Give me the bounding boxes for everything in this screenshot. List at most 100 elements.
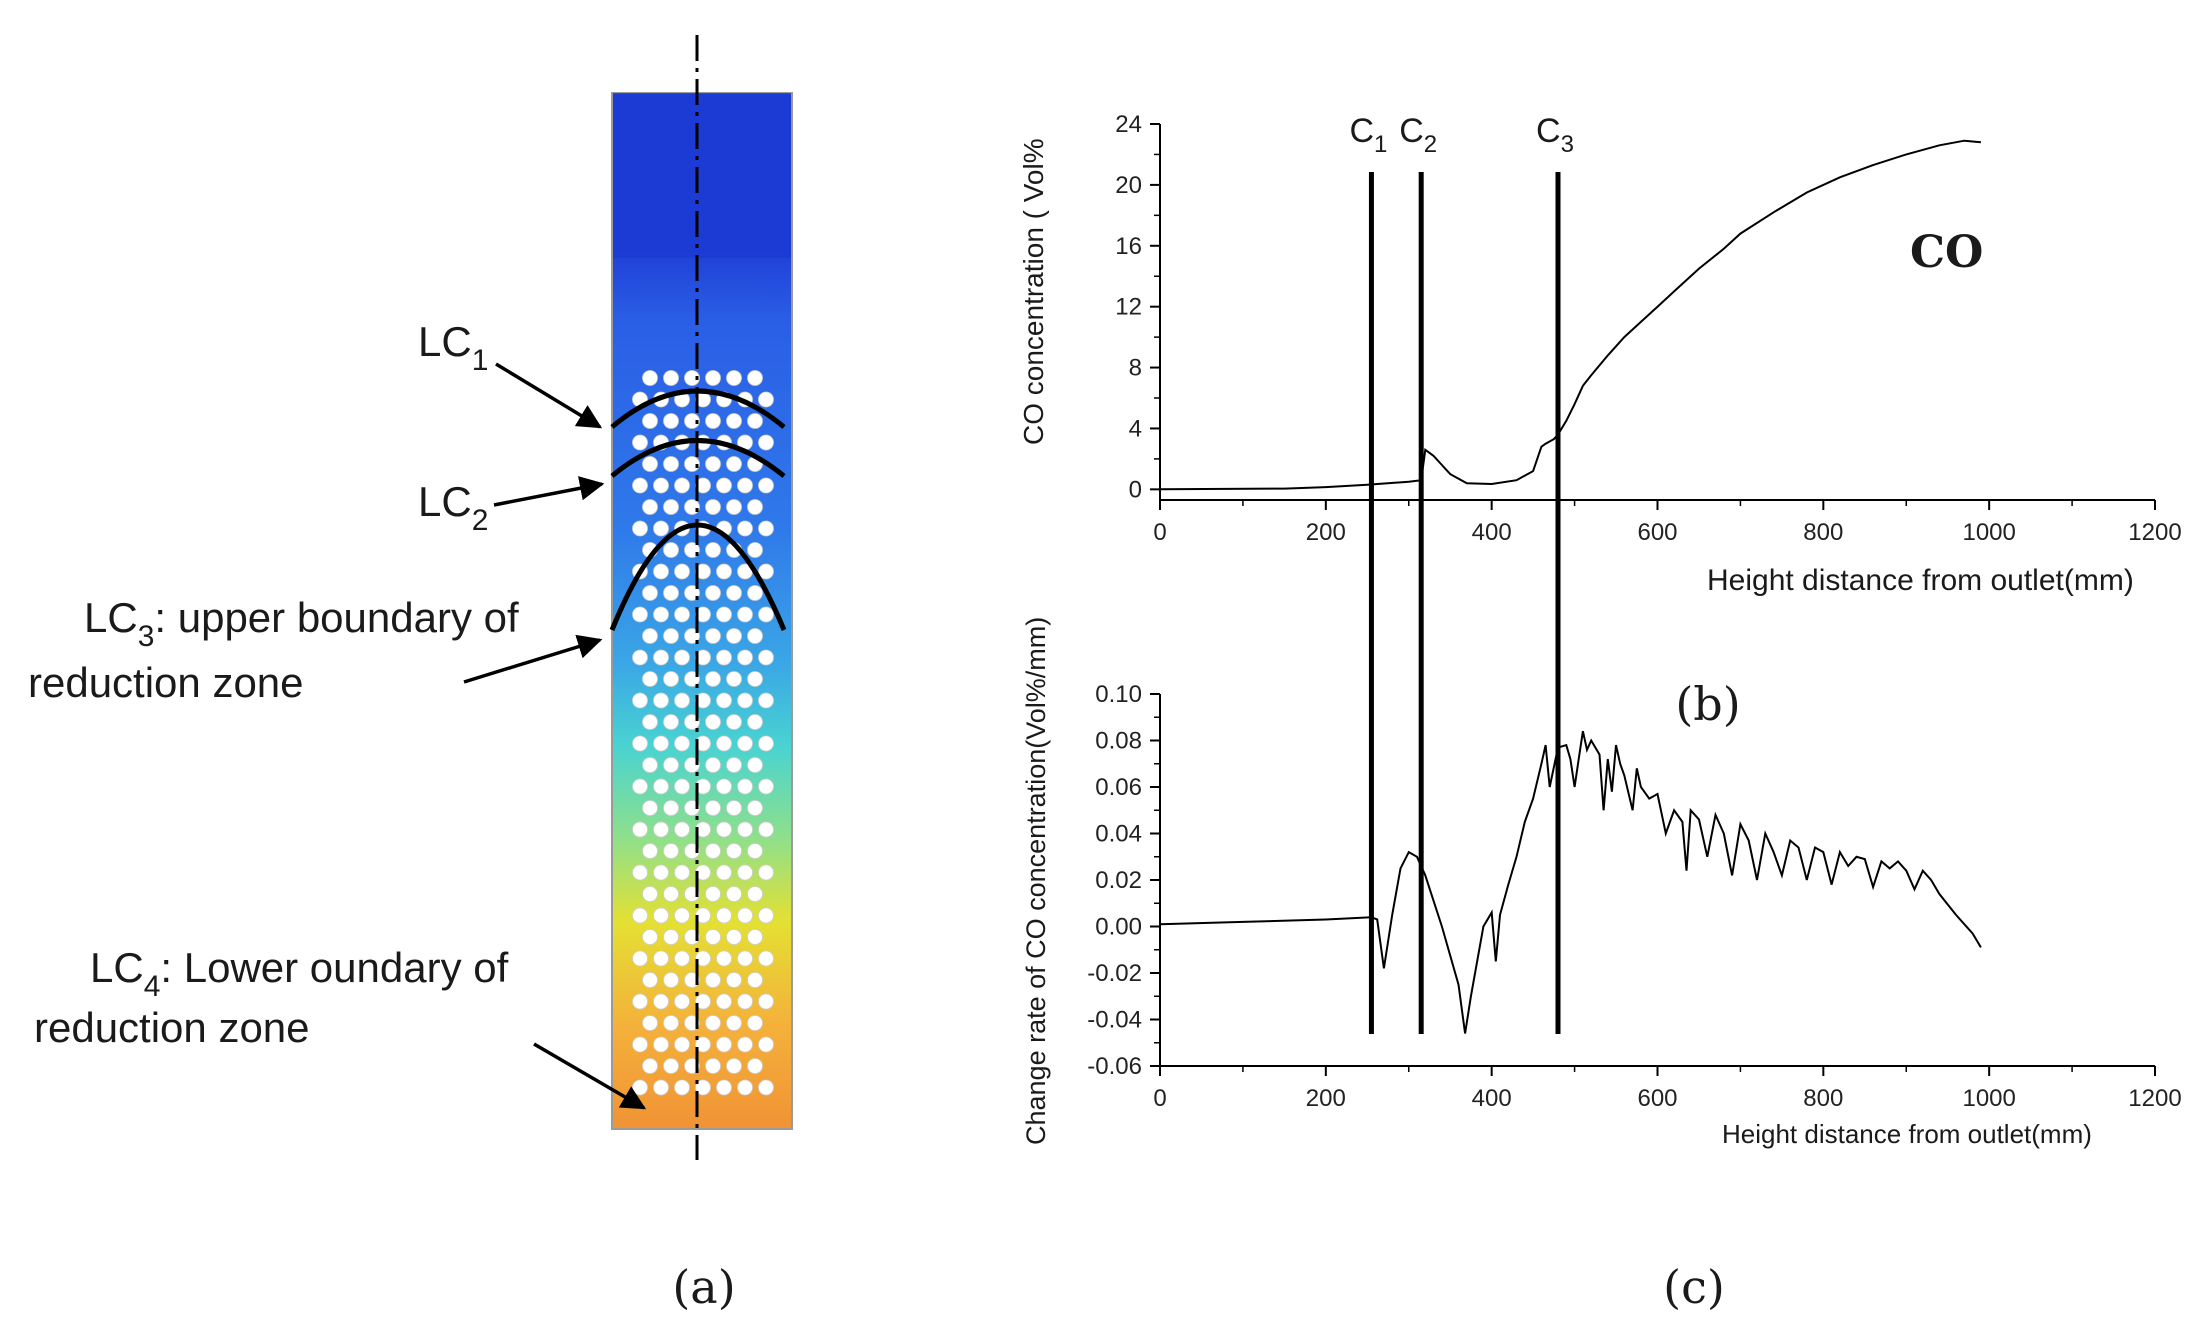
- packing-particle: [632, 735, 648, 752]
- packing-particle: [747, 757, 763, 773]
- packing-particle: [705, 886, 721, 902]
- packing-particle: [663, 800, 679, 816]
- packing-particle: [716, 950, 732, 967]
- lc2-arrow: [493, 476, 605, 507]
- packing-particle: [663, 585, 679, 601]
- packing-particle: [705, 1058, 721, 1074]
- packing-particle: [674, 477, 690, 494]
- packing-particle: [737, 864, 753, 881]
- packing-particle: [758, 735, 774, 752]
- packing-particle: [663, 757, 679, 773]
- packing-particle: [747, 671, 763, 687]
- packing-particle: [758, 692, 774, 709]
- packing-particle: [663, 456, 679, 472]
- packing-particle: [737, 606, 753, 623]
- packing-particle: [726, 800, 742, 816]
- packing-particle: [674, 950, 690, 967]
- y-tick-label: 0.02: [1095, 867, 1142, 894]
- packing-particle: [653, 778, 669, 795]
- packing-particle: [674, 993, 690, 1010]
- packing-particle: [716, 735, 732, 752]
- packing-particle: [642, 456, 658, 472]
- packing-particle: [705, 929, 721, 945]
- packing-particle: [716, 993, 732, 1010]
- packing-particle: [642, 370, 658, 386]
- packing-particle: [674, 692, 690, 709]
- packing-particle: [705, 671, 721, 687]
- lc3-label: LC3: upper boundary of: [84, 594, 519, 653]
- packing-particle: [716, 649, 732, 666]
- packing-particle: [747, 800, 763, 816]
- reactor-top-band: [613, 93, 791, 258]
- panel-a-caption: (a): [672, 1260, 735, 1314]
- packing-particle: [674, 907, 690, 924]
- packing-particle: [642, 757, 658, 773]
- packing-particle: [726, 456, 742, 472]
- packing-particle: [705, 800, 721, 816]
- packing-particle: [642, 972, 658, 988]
- lc3-arrow: [463, 634, 603, 684]
- x-tick-label: 1000: [1962, 519, 2015, 546]
- packing-particle: [663, 542, 679, 558]
- packing-particle: [747, 1015, 763, 1031]
- lc3-curve: [609, 522, 787, 631]
- packing-particle: [716, 477, 732, 494]
- packing-particle: [758, 477, 774, 494]
- x-tick-label: 600: [1637, 519, 1677, 546]
- packing-particle: [726, 1058, 742, 1074]
- x-tick-label: 1200: [2128, 1085, 2181, 1112]
- packing-particle: [695, 1079, 711, 1096]
- packing-particle: [632, 649, 648, 666]
- c1-x-axis-label: Height distance from outlet(mm): [1707, 564, 2134, 597]
- x-tick-label: 1000: [1962, 1085, 2015, 1112]
- packing-particle: [705, 843, 721, 859]
- packing-particle: [726, 585, 742, 601]
- lc2-curve: [610, 438, 786, 478]
- packing-particle: [642, 671, 658, 687]
- packing-particle: [705, 1015, 721, 1031]
- packing-particle: [716, 692, 732, 709]
- packing-particle: [726, 757, 742, 773]
- x-tick-label: 0: [1153, 519, 1166, 546]
- packing-particle: [674, 563, 690, 580]
- packing-particle: [716, 778, 732, 795]
- packing-particle: [737, 735, 753, 752]
- packing-particle: [632, 1036, 648, 1053]
- y-tick-label: 0.00: [1095, 914, 1142, 941]
- packing-particle: [737, 477, 753, 494]
- packing-particle: [705, 542, 721, 558]
- packing-particle: [747, 714, 763, 730]
- y-tick-label: 0.06: [1095, 774, 1142, 801]
- packing-particles: [632, 370, 774, 1096]
- packing-particle: [726, 714, 742, 730]
- packing-particle: [747, 1058, 763, 1074]
- packing-particle: [642, 499, 658, 515]
- marker-label-c3: C3: [1536, 112, 1574, 158]
- packing-particle: [695, 1036, 711, 1053]
- packing-particle: [747, 499, 763, 515]
- packing-particle: [726, 370, 742, 386]
- packing-particle: [674, 735, 690, 752]
- packing-particle: [716, 606, 732, 623]
- packing-particle: [737, 1036, 753, 1053]
- packing-particle: [653, 993, 669, 1010]
- packing-particle: [653, 649, 669, 666]
- packing-particle: [758, 1036, 774, 1053]
- packing-particle: [663, 886, 679, 902]
- packing-particle: [653, 606, 669, 623]
- packing-particle: [726, 671, 742, 687]
- packing-particle: [663, 1015, 679, 1031]
- packing-particle: [758, 606, 774, 623]
- packing-particle: [632, 950, 648, 967]
- co-change-rate-series: [1159, 730, 1982, 1034]
- lc1-arrow: [495, 362, 603, 429]
- panel-b-label: (b): [1675, 677, 1740, 731]
- packing-particle: [674, 864, 690, 881]
- packing-particle: [663, 843, 679, 859]
- x-tick-label: 200: [1306, 1085, 1346, 1112]
- x-tick-label: 400: [1472, 1085, 1512, 1112]
- packing-particle: [632, 692, 648, 709]
- packing-particle: [653, 735, 669, 752]
- packing-particle: [726, 499, 742, 515]
- packing-particle: [642, 843, 658, 859]
